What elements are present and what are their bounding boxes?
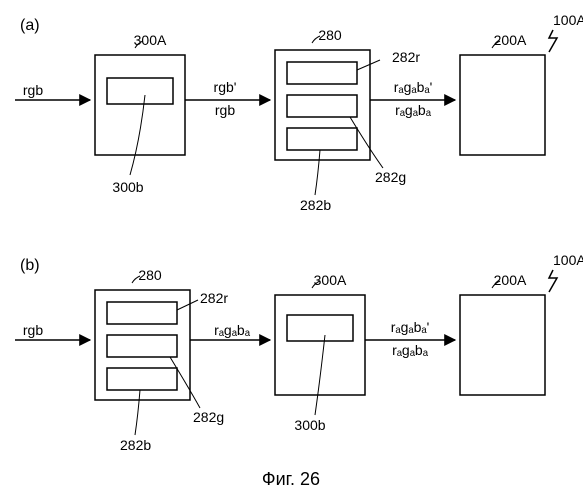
label-100A-a: 100A' — [553, 12, 583, 28]
rect-282r-a — [287, 62, 357, 84]
box-280-label-b: 280 — [138, 267, 162, 283]
input-label-b: rgb — [23, 322, 43, 338]
leader-300b-b — [315, 335, 325, 415]
box-280-b: 280 282r 282g 282b — [95, 267, 228, 453]
diagram-root: (a) rgb 300A 300b rgb' rgb 280 — [0, 0, 583, 500]
mid-bottom-a: rgb — [215, 102, 235, 118]
panel-b: (b) rgb 280 282r 282g 282b rₐgₐbₐ 300A — [15, 252, 583, 453]
input-label-a: rgb — [23, 82, 43, 98]
out-bottom-b: rₐgₐbₐ — [392, 342, 429, 358]
box-300A-b: 300A 300b — [275, 272, 365, 433]
label-282g-a: 282g — [375, 169, 406, 185]
mid-top-a: rgb' — [214, 79, 237, 95]
leader-282b-a — [315, 150, 320, 195]
box-280-a: 280 282r 282g 282b — [275, 27, 420, 213]
leader-282r-a — [357, 60, 380, 70]
box-280-label-a: 280 — [318, 27, 342, 43]
box-200A-label-b: 200A — [494, 272, 527, 288]
box-300A-a: 300A 300b — [95, 32, 185, 195]
out-bottom-a: rₐgₐbₐ — [395, 102, 432, 118]
box-200A-label-a: 200A — [494, 32, 527, 48]
rect-282b-a — [287, 128, 357, 150]
label-282b-b: 282b — [120, 437, 151, 453]
label-100A-b: 100A' — [553, 252, 583, 268]
box-200A-a — [460, 55, 545, 155]
out-top-b: rₐgₐbₐ' — [391, 319, 430, 335]
zigzag-a — [549, 30, 557, 52]
leader-282r-b — [177, 300, 198, 310]
box-300A-label-a: 300A — [134, 32, 167, 48]
mid-top-b: rₐgₐbₐ — [214, 322, 251, 338]
figure-caption: Фиг. 26 — [262, 469, 320, 489]
label-282r-a: 282r — [392, 49, 420, 65]
label-282r-b: 282r — [200, 290, 228, 306]
label-282g-b: 282g — [193, 409, 224, 425]
box-300A-label-b: 300A — [314, 272, 347, 288]
rect-282g-b — [107, 335, 177, 357]
panel-a: (a) rgb 300A 300b rgb' rgb 280 — [15, 12, 583, 213]
leader-300b-a — [130, 95, 145, 175]
box-200A-b — [460, 295, 545, 395]
rect-282r-b — [107, 302, 177, 324]
inner-300b-a — [107, 78, 173, 104]
rect-282g-a — [287, 95, 357, 117]
panel-b-label: (b) — [20, 257, 40, 274]
out-top-a: rₐgₐbₐ' — [394, 79, 433, 95]
label-300b-a: 300b — [112, 179, 143, 195]
leader-282b-b — [135, 390, 140, 435]
zigzag-b — [549, 270, 557, 292]
label-300b-b: 300b — [294, 417, 325, 433]
label-282b-a: 282b — [300, 197, 331, 213]
inner-300b-b — [287, 315, 353, 341]
rect-282b-b — [107, 368, 177, 390]
panel-a-label: (a) — [20, 17, 40, 34]
